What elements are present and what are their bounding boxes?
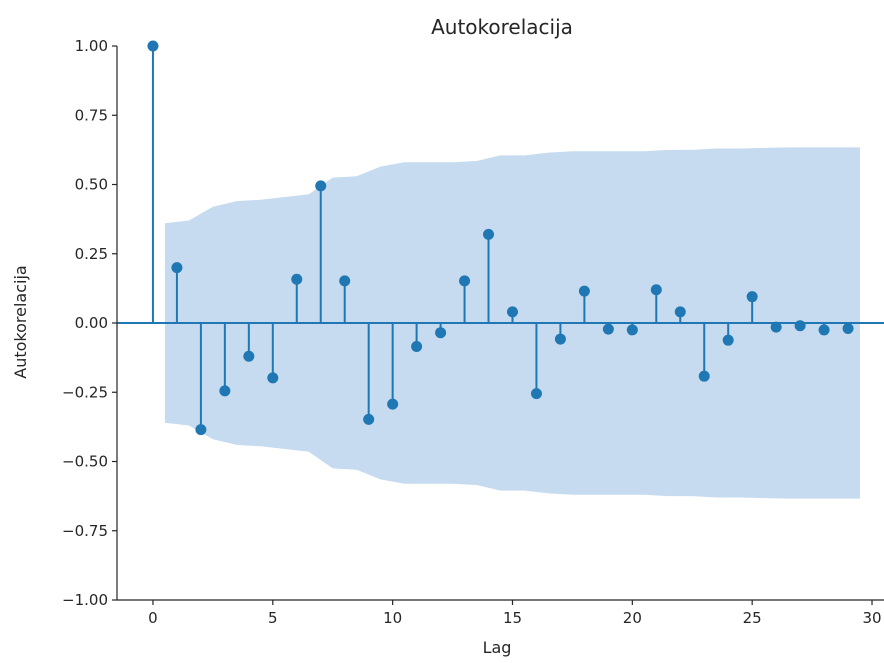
stem-marker-lag-9 xyxy=(363,413,375,425)
stem-marker-lag-24 xyxy=(722,334,734,346)
y-axis-title: Autokorelacija xyxy=(11,265,30,378)
chart-title: Autokorelacija xyxy=(431,15,573,39)
stem-marker-lag-2 xyxy=(195,424,207,436)
stem-marker-lag-29 xyxy=(842,323,854,335)
stem-marker-lag-17 xyxy=(554,333,566,345)
stem-marker-lag-11 xyxy=(411,341,423,353)
x-tick-label: 20 xyxy=(623,609,642,627)
x-tick-label: 5 xyxy=(268,609,278,627)
stem-marker-lag-25 xyxy=(746,291,758,303)
stem-marker-lag-13 xyxy=(459,275,471,287)
y-tick-label: 0.75 xyxy=(75,106,108,124)
stem-marker-lag-16 xyxy=(530,388,542,400)
stem-marker-lag-1 xyxy=(171,262,183,274)
stem-marker-lag-7 xyxy=(315,180,327,192)
y-tick-label: 0.00 xyxy=(75,314,108,332)
y-tick-label: −0.75 xyxy=(62,522,108,540)
y-tick-label: −1.00 xyxy=(62,591,108,609)
stem-marker-lag-10 xyxy=(387,398,399,410)
y-tick-label: 1.00 xyxy=(75,37,108,55)
y-tick-label: 0.50 xyxy=(75,176,108,194)
x-tick-label: 0 xyxy=(148,609,158,627)
x-tick-label: 10 xyxy=(383,609,402,627)
x-axis-title: Lag xyxy=(483,638,512,657)
stem-marker-lag-22 xyxy=(674,306,686,318)
stem-marker-lag-0 xyxy=(147,40,159,52)
stem-marker-lag-23 xyxy=(698,370,710,382)
x-tick-label: 15 xyxy=(503,609,522,627)
stem-marker-lag-4 xyxy=(243,350,255,362)
y-tick-label: −0.50 xyxy=(62,453,108,471)
y-tick-label: 0.25 xyxy=(75,245,108,263)
stem-marker-lag-28 xyxy=(818,324,830,336)
x-tick-label: 30 xyxy=(862,609,881,627)
x-tick-label: 25 xyxy=(743,609,762,627)
stem-marker-lag-19 xyxy=(602,323,614,335)
y-tick-label: −0.25 xyxy=(62,383,108,401)
stem-marker-lag-18 xyxy=(578,285,590,297)
stem-marker-lag-6 xyxy=(291,273,303,285)
stem-marker-lag-21 xyxy=(650,284,662,296)
stem-marker-lag-12 xyxy=(435,327,447,339)
stem-marker-lag-5 xyxy=(267,372,279,384)
stem-marker-lag-27 xyxy=(794,320,806,332)
axis-layer: −1.00 −0.75 −0.50 −0.25 0.00 0.25 0.50 0.75 1.00… xyxy=(62,37,884,627)
stem-marker-lag-3 xyxy=(219,385,231,397)
stem-layer xyxy=(117,40,884,436)
stem-marker-lag-26 xyxy=(770,321,782,333)
stem-marker-lag-14 xyxy=(483,228,495,240)
stem-marker-lag-8 xyxy=(339,275,351,287)
stem-marker-lag-15 xyxy=(506,306,518,318)
stem-marker-lag-20 xyxy=(626,324,638,336)
